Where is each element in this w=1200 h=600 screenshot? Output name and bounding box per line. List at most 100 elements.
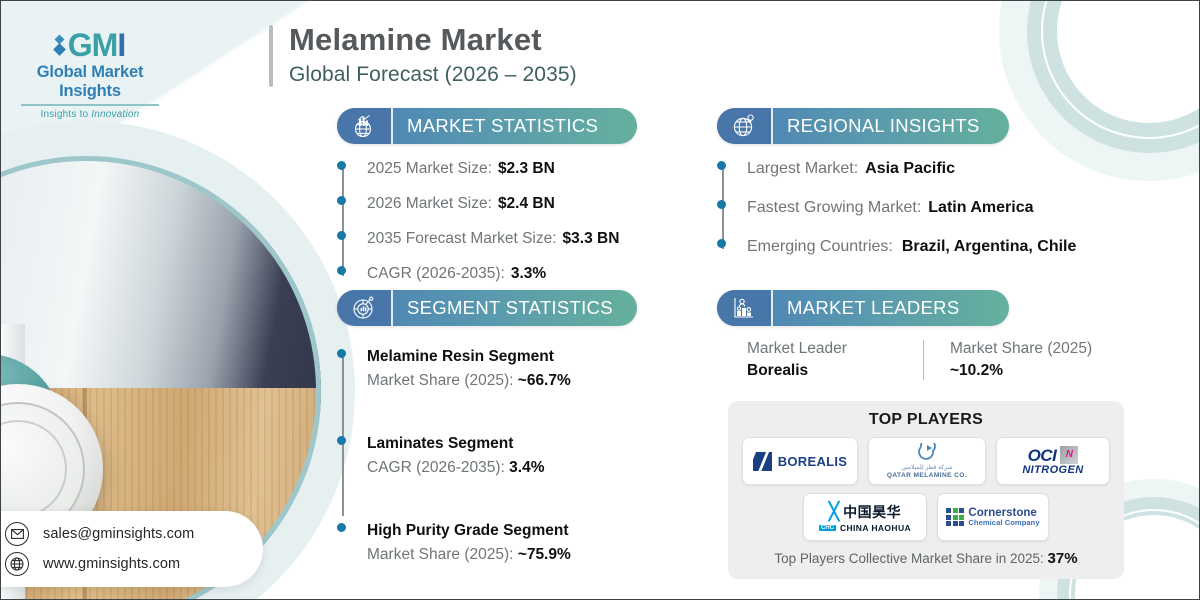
qatar-melamine-arabic-text: شركة قطر للميلامين xyxy=(901,465,953,471)
market-statistics-label: MARKET STATISTICS xyxy=(407,115,599,136)
segment-metric: CAGR (2026-2035): 3.4% xyxy=(367,459,637,477)
market-share-column: Market Share (2025) ~10.2% xyxy=(950,340,1092,380)
list-item: 2026 Market Size: $2.4 BN xyxy=(337,195,637,213)
column-divider xyxy=(923,340,924,380)
stat-label: 2035 Forecast Market Size: xyxy=(367,230,557,247)
cornerstone-logo-text-block: Cornerstone Chemical Company xyxy=(968,507,1039,527)
segment-metric-value: 3.4% xyxy=(509,459,545,476)
segment-metric-label: Market Share (2025): xyxy=(367,546,518,563)
pill-divider xyxy=(391,108,393,144)
gmi-logo: GMI Global Market Insights Insights to I… xyxy=(15,29,165,120)
bullet-dot-icon xyxy=(337,161,346,170)
timeline-line xyxy=(342,353,344,516)
china-haohua-chinese-text: 中国昊华 xyxy=(843,503,902,520)
top-players-collective-share: Top Players Collective Market Share in 2… xyxy=(742,550,1110,567)
market-share-key: Market Share (2025) xyxy=(950,340,1093,357)
podium-chart-icon xyxy=(717,290,771,326)
section-market-leaders: MARKET LEADERS Market Leader Borealis Ma… xyxy=(717,290,1117,380)
bullet-dot-icon xyxy=(337,231,346,240)
player-card-qatar-melamine[interactable]: شركة قطر للميلامين QATAR MELAMINE CO. xyxy=(868,437,986,485)
cornerstone-logo-text: Cornerstone xyxy=(968,507,1037,520)
gmi-logo-divider xyxy=(21,104,159,106)
region-label: Fastest Growing Market: xyxy=(747,199,922,216)
list-item: Melamine Resin Segment Market Share (202… xyxy=(337,348,637,390)
bullet-dot-icon xyxy=(717,239,726,248)
market-leader-key: Market Leader xyxy=(747,340,847,357)
bullet-dot-icon xyxy=(337,523,346,532)
cornerstone-chemical-logo: Cornerstone Chemical Company xyxy=(946,507,1039,527)
region-value: Latin America xyxy=(928,199,1034,216)
contact-email-text: sales@gminsights.com xyxy=(43,526,195,542)
borealis-logo-text: BOREALIS xyxy=(777,453,848,469)
segment-statistics-label: SEGMENT STATISTICS xyxy=(407,297,613,318)
segment-statistics-list: Melamine Resin Segment Market Share (202… xyxy=(337,348,637,564)
market-leaders-label: MARKET LEADERS xyxy=(787,297,960,318)
oci-mark-icon: N xyxy=(1060,446,1079,464)
gmi-logo-mark: GMI xyxy=(15,29,165,61)
pill-divider xyxy=(771,290,773,326)
list-item: 2035 Forecast Market Size: $3.3 BN xyxy=(337,230,637,248)
top-players-row-1: BOREALIS شركة قطر للميلامين QATAR MELAMI… xyxy=(742,437,1110,485)
regional-insights-label: REGIONAL INSIGHTS xyxy=(787,115,980,136)
page-subtitle: Global Forecast (2026 – 2035) xyxy=(289,63,577,87)
gmi-tagline-a: Insights to xyxy=(40,108,92,120)
player-card-cornerstone[interactable]: Cornerstone Chemical Company xyxy=(937,493,1049,541)
bullet-dot-icon xyxy=(717,161,726,170)
segment-statistics-header: SEGMENT STATISTICS xyxy=(337,290,637,326)
stat-value: $2.3 BN xyxy=(497,160,555,177)
segment-title: Laminates Segment xyxy=(367,435,514,452)
pill-divider xyxy=(391,290,393,326)
bullet-dot-icon xyxy=(337,266,346,275)
top-players-panel: TOP PLAYERS BOREALIS شركة قطر للميلامين … xyxy=(728,401,1124,579)
segment-metric-label: Market Share (2025): xyxy=(367,372,518,389)
player-card-china-haohua[interactable]: ╳ 中国昊华 CHC CHINA HAOHUA xyxy=(803,493,927,541)
stat-value: $3.3 BN xyxy=(562,230,620,247)
cornerstone-logo-subtext: Chemical Company xyxy=(968,518,1040,528)
globe-icon xyxy=(5,552,29,576)
pill-divider xyxy=(771,108,773,144)
bullet-dot-icon xyxy=(337,349,346,358)
segment-metric: Market Share (2025): ~66.7% xyxy=(367,372,637,390)
collective-share-label: Top Players Collective Market Share in 2… xyxy=(774,551,1048,566)
segment-title: High Purity Grade Segment xyxy=(367,522,569,539)
bullet-dot-icon xyxy=(337,436,346,445)
collective-share-value: 37% xyxy=(1047,550,1078,567)
page-title: Melamine Market xyxy=(289,22,542,57)
player-card-oci-nitrogen[interactable]: OCI N NITROGEN xyxy=(995,437,1110,485)
contact-panel: sales@gminsights.com www.gminsights.com xyxy=(1,511,263,587)
title-accent-bar xyxy=(269,25,273,87)
regional-insights-header: REGIONAL INSIGHTS xyxy=(717,108,1009,144)
list-item: CAGR (2026-2035): 3.3% xyxy=(337,265,637,283)
oci-logo-text: OCI xyxy=(1027,445,1057,465)
bullet-dot-icon xyxy=(337,196,346,205)
list-item: Fastest Growing Market: Latin America xyxy=(717,199,1157,217)
oci-nitrogen-logo: OCI N NITROGEN xyxy=(1022,446,1083,476)
borealis-logo: BOREALIS xyxy=(752,451,848,471)
stat-value: $2.4 BN xyxy=(497,195,555,212)
timeline-line xyxy=(342,165,344,276)
stat-value: 3.3% xyxy=(510,265,547,282)
qatar-melamine-mark-icon xyxy=(918,443,936,460)
contact-email-row[interactable]: sales@gminsights.com xyxy=(5,522,263,546)
market-leaders-detail: Market Leader Borealis Market Share (202… xyxy=(717,340,1117,380)
section-market-statistics: MARKET STATISTICS 2025 Market Size: $2.3… xyxy=(337,108,637,283)
stat-label: CAGR (2026-2035): xyxy=(367,265,505,282)
market-leaders-header: MARKET LEADERS xyxy=(717,290,1009,326)
qatar-melamine-logo: شركة قطر للميلامين QATAR MELAMINE CO. xyxy=(887,443,967,479)
cornerstone-mark-icon xyxy=(946,508,965,526)
section-segment-statistics: SEGMENT STATISTICS Melamine Resin Segmen… xyxy=(337,290,637,564)
player-card-borealis[interactable]: BOREALIS xyxy=(742,437,858,485)
contact-website-row[interactable]: www.gminsights.com xyxy=(5,552,263,576)
market-statistics-header: MARKET STATISTICS xyxy=(337,108,637,144)
region-value: Brazil, Argentina, Chile xyxy=(901,238,1077,255)
gmi-tagline-b: Innovation xyxy=(91,108,140,120)
oci-nitrogen-logo-subtext: NITROGEN xyxy=(1022,464,1084,476)
gmi-logo-tagline: Insights to Innovation xyxy=(15,109,165,120)
list-item: Laminates Segment CAGR (2026-2035): 3.4% xyxy=(337,435,637,477)
region-label: Emerging Countries: xyxy=(747,238,893,255)
china-haohua-abbrev: CHC xyxy=(818,524,836,531)
region-value: Asia Pacific xyxy=(865,160,955,177)
section-regional-insights: REGIONAL INSIGHTS Largest Market: Asia P… xyxy=(717,108,1157,256)
page-title-block: Melamine Market Global Forecast (2026 – … xyxy=(269,21,577,87)
